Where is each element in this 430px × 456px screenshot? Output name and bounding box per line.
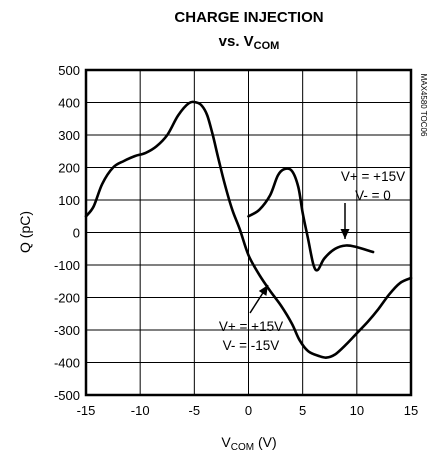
x-tick-label: 15 xyxy=(404,403,418,418)
x-tick-labels: -15 -10 -5 0 5 10 15 xyxy=(77,403,419,418)
x-tick-label: -10 xyxy=(131,403,150,418)
annotation-arrow-head xyxy=(340,229,350,239)
subtitle-prefix: vs. V xyxy=(219,33,254,50)
y-tick-label: 100 xyxy=(58,193,80,208)
series-line-unipolar xyxy=(247,167,375,272)
x-tick-label: 0 xyxy=(245,403,252,418)
y-tick-label: -300 xyxy=(54,323,80,338)
x-tick-label: -15 xyxy=(77,403,96,418)
y-tick-label: 200 xyxy=(58,161,80,176)
y-tick-label: 400 xyxy=(58,96,80,111)
y-tick-label: -200 xyxy=(54,291,80,306)
x-tick-label: 10 xyxy=(350,403,364,418)
series-group xyxy=(84,100,413,359)
side-label: MAX4580 TOC06 xyxy=(419,74,428,137)
x-axis-label: VCOM (V) xyxy=(221,434,276,453)
y-tick-labels: 500 400 300 200 100 0 -100 -200 -300 -400 -500 xyxy=(54,63,80,403)
annotation-arrow-head xyxy=(258,285,268,296)
y-tick-label: 300 xyxy=(58,128,80,143)
plot-frame xyxy=(84,68,413,397)
x-tick-label: 5 xyxy=(299,403,306,418)
y-axis-label: Q (pC) xyxy=(17,211,33,253)
x-axis-label-main: V xyxy=(221,434,231,450)
y-tick-label: -400 xyxy=(54,356,80,371)
annotations: V+ = +15V V- = 0 V+ = +15V V- = -15V xyxy=(219,169,405,353)
y-tick-label: 500 xyxy=(58,63,80,78)
x-tick-label: -5 xyxy=(189,403,201,418)
y-tick-label: 0 xyxy=(73,226,80,241)
chart-title: CHARGE INJECTION xyxy=(174,9,323,26)
x-axis-label-subscript: COM xyxy=(231,442,254,453)
annotation-label: V+ = +15V xyxy=(341,169,405,184)
y-tick-label: -500 xyxy=(54,388,80,403)
annotation-label: V- = -15V xyxy=(223,338,280,353)
series-line-bipolar xyxy=(84,100,413,359)
y-tick-label: -100 xyxy=(54,258,80,273)
subtitle-subscript: COM xyxy=(254,40,280,52)
chart-subtitle: vs. VCOM xyxy=(219,33,280,52)
x-axis-label-unit: (V) xyxy=(254,434,277,450)
annotation-label: V- = 0 xyxy=(355,188,391,203)
annotation-label: V+ = +15V xyxy=(219,319,283,334)
